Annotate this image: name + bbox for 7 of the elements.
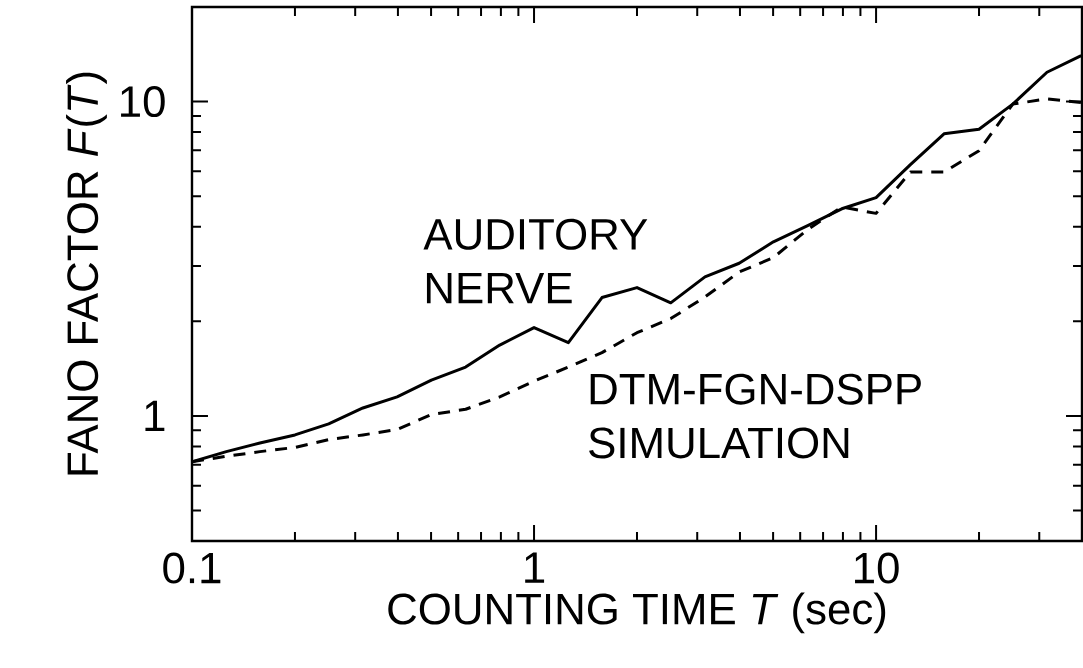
x-tick-label: 1 — [525, 552, 545, 583]
x-tick-label: 10 — [855, 552, 899, 584]
x-tick-label: 0.1 — [163, 552, 221, 584]
series-label: AUDITORY NERVE — [423, 218, 648, 304]
x-axis-title: COUNTING TIME T (sec) — [388, 592, 886, 634]
series-label: DTM-FGN-DSPP SIMULATION — [589, 373, 921, 459]
y-axis-title: FANO FACTOR F(T) — [66, 72, 107, 475]
